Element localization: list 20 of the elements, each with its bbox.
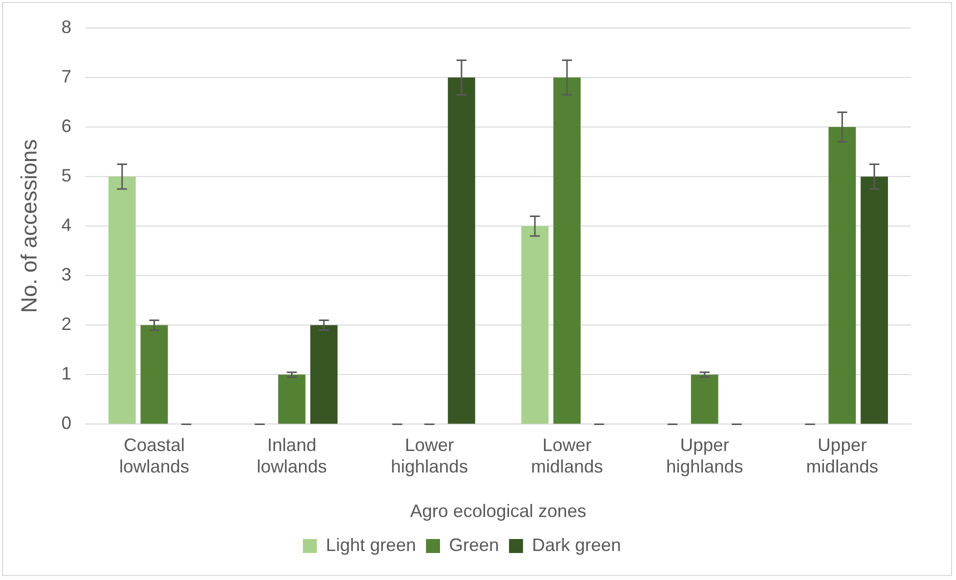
y-tick-label: 0 (61, 413, 72, 434)
y-tick-label: 4 (61, 215, 72, 236)
x-tick-label: Inland lowlands (256, 434, 327, 477)
x-tick-label: Upper midlands (806, 434, 878, 477)
y-tick-label: 8 (61, 16, 72, 37)
legend-label: Light green (326, 534, 416, 555)
y-axis-title: No. of accessions (16, 139, 42, 313)
x-tick-label: Lower midlands (530, 434, 604, 477)
x-tick-label: Upper highlands (666, 434, 744, 477)
x-tick-label: Coastal lowlands (119, 434, 190, 477)
legend-label: Dark green (532, 534, 622, 555)
y-tick-label: 6 (61, 116, 72, 136)
y-tick-label: 2 (61, 314, 72, 334)
x-tick-label: Lower highlands (390, 434, 468, 477)
legend-label: Green (449, 534, 500, 555)
x-axis-title: Agro ecological zones (410, 501, 586, 522)
y-tick-label: 5 (61, 166, 72, 186)
y-tick-label: 7 (61, 66, 72, 86)
y-tick-label: 1 (61, 364, 72, 384)
y-tick-label: 3 (61, 264, 72, 285)
